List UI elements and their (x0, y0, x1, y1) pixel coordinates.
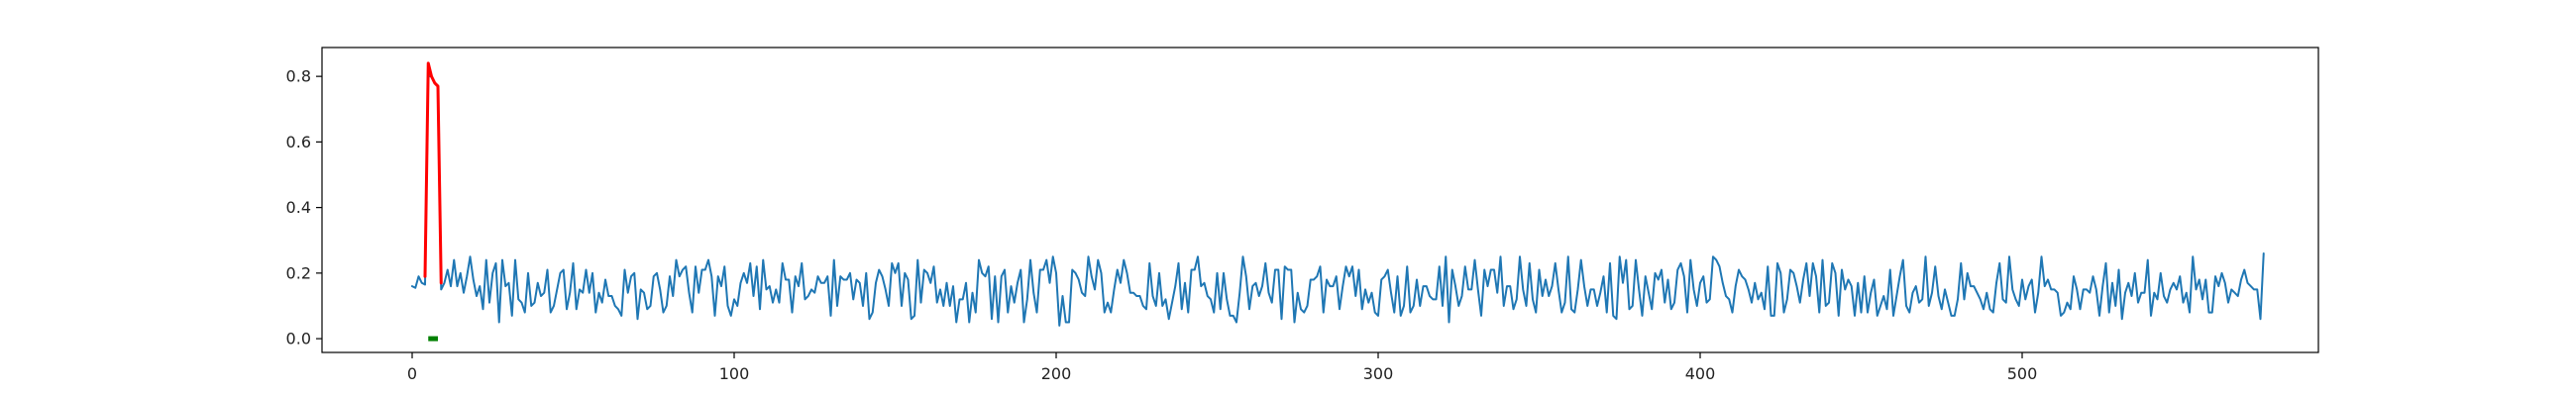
x-tick-label: 500 (2007, 364, 2038, 383)
series-line-1 (423, 61, 443, 285)
y-tick-label: 0.6 (286, 133, 311, 151)
y-tick-label: 0.4 (286, 198, 311, 217)
series-line-0 (411, 75, 2265, 327)
x-tick-label: 400 (1685, 364, 1716, 383)
series-layer (411, 61, 2265, 342)
x-tick-label: 100 (719, 364, 750, 383)
x-tick-label: 200 (1041, 364, 1072, 383)
x-tick-label: 300 (1363, 364, 1394, 383)
y-tick-label: 0.0 (286, 330, 311, 348)
y-tick-label: 0.2 (286, 263, 311, 282)
axes-layer: 0 100 200 300 400 500 0.0 0.2 0.4 0.6 0.8 (286, 67, 2038, 383)
y-tick-label: 0.8 (286, 67, 311, 86)
x-tick-label: 0 (407, 364, 417, 383)
plot-frame (321, 47, 2319, 353)
